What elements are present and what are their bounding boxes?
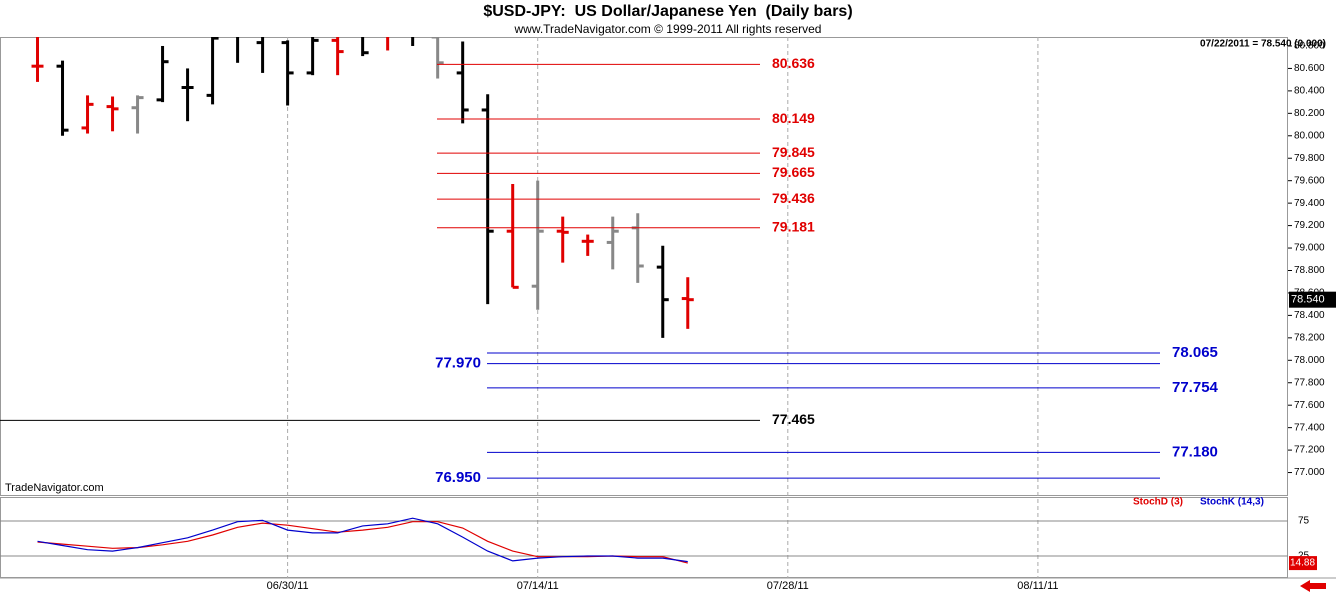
watermark: TradeNavigator.com [5,482,104,494]
support-label: 78.065 [1172,344,1218,361]
x-tick-label: 06/30/11 [267,580,309,592]
legend-entry: StochD (3) [1133,497,1183,508]
y-tick-label: 78.200 [1294,332,1325,343]
price-panel [0,37,1288,496]
y-tick-label: 80.800 [1294,41,1325,52]
y-tick-label: 77.400 [1294,422,1325,433]
last-value-box [1289,556,1317,571]
support-label: 76.950 [435,469,481,486]
y-tick-label: 79.800 [1294,153,1325,164]
support-label: 77.180 [1172,443,1218,460]
price-bars [31,37,694,338]
y-tick-label: 80.400 [1294,86,1325,97]
stoch-panel [0,497,1288,578]
scroll-arrow[interactable] [1300,580,1326,592]
y-tick-label: 78.800 [1294,265,1325,276]
last-value-label: 14.88 [1290,558,1315,569]
last-price-label: 78.540 [1291,294,1325,306]
y-tick-label: 79.200 [1294,220,1325,231]
y-tick-label: 77.600 [1294,400,1325,411]
y-tick-label: 79.600 [1294,175,1325,186]
resistance-label: 79.845 [772,144,815,160]
subtitle: www.TradeNavigator.com © 1999-2011 All r… [514,22,822,36]
resistance-label: 80.149 [772,110,815,126]
y-tick-label: 78.000 [1294,355,1325,366]
resistance-label: 79.665 [772,164,815,180]
y-tick-label: 77.200 [1294,445,1325,456]
y-tick-label: 80.200 [1294,108,1325,119]
y-tick-label: 75 [1298,516,1310,527]
support-label: 77.754 [1172,379,1219,396]
pivot-label: 77.465 [772,411,815,427]
title-bar [0,0,1336,37]
x-tick-label: 07/14/11 [517,580,559,592]
y-tick-label: 77.800 [1294,377,1325,388]
resistance-label: 80.636 [772,55,815,71]
legend-entry: StochK (14,3) [1200,497,1264,508]
resistance-label: 79.436 [772,190,815,206]
stoch-line [37,517,688,563]
x-tick-label: 07/28/11 [767,580,809,592]
stoch-line [37,521,688,564]
chart-title: $USD-JPY: US Dollar/Japanese Yen (Daily … [483,3,852,20]
y-tick-label: 79.400 [1294,198,1325,209]
support-label: 77.970 [435,355,481,372]
y-tick-label: 77.000 [1294,467,1325,478]
y-tick-label: 79.000 [1294,243,1325,254]
status-text: 07/22/2011 = 78.540 (0.000) [1200,39,1326,50]
resistance-label: 79.181 [772,218,815,234]
y-tick-label: 80.000 [1294,130,1325,141]
y-tick-label: 80.600 [1294,63,1325,74]
last-price-box [1289,291,1336,308]
x-tick-label: 08/11/11 [1017,580,1058,592]
y-tick-label: 78.400 [1294,310,1325,321]
